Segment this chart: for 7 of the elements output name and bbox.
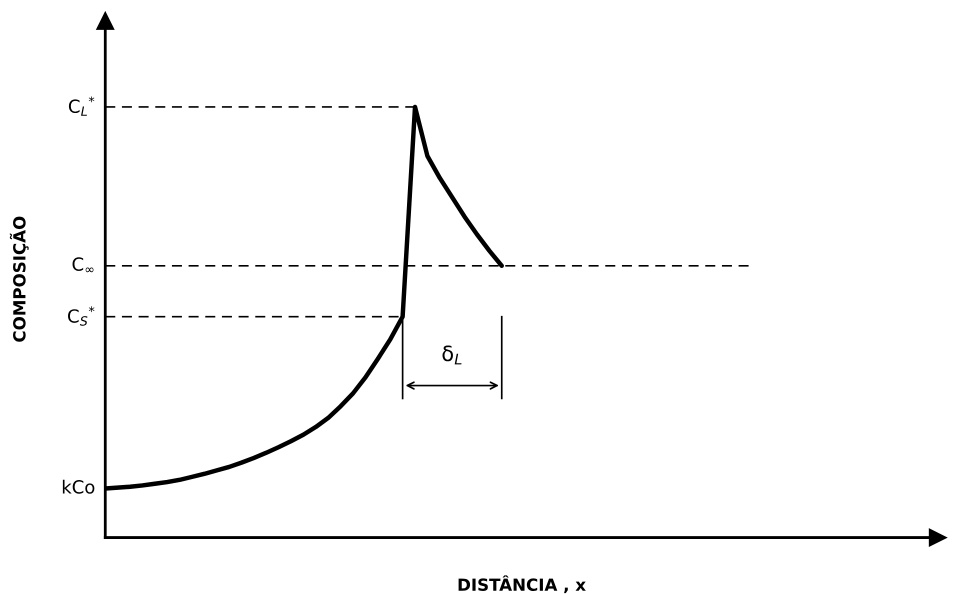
text: kCo — [62, 480, 94, 494]
x-axis-title: DISTÂNCIA , x — [458, 575, 586, 594]
annotation: δ$_{L}$ — [442, 346, 462, 364]
text: C$_{∞}$ — [72, 257, 94, 272]
y-axis-title: COMPOSIÇÃO — [10, 216, 29, 342]
text: C$_{S}$$^{*}$ — [68, 306, 94, 326]
text: C$_{L}$$^{*}$ — [68, 96, 94, 116]
